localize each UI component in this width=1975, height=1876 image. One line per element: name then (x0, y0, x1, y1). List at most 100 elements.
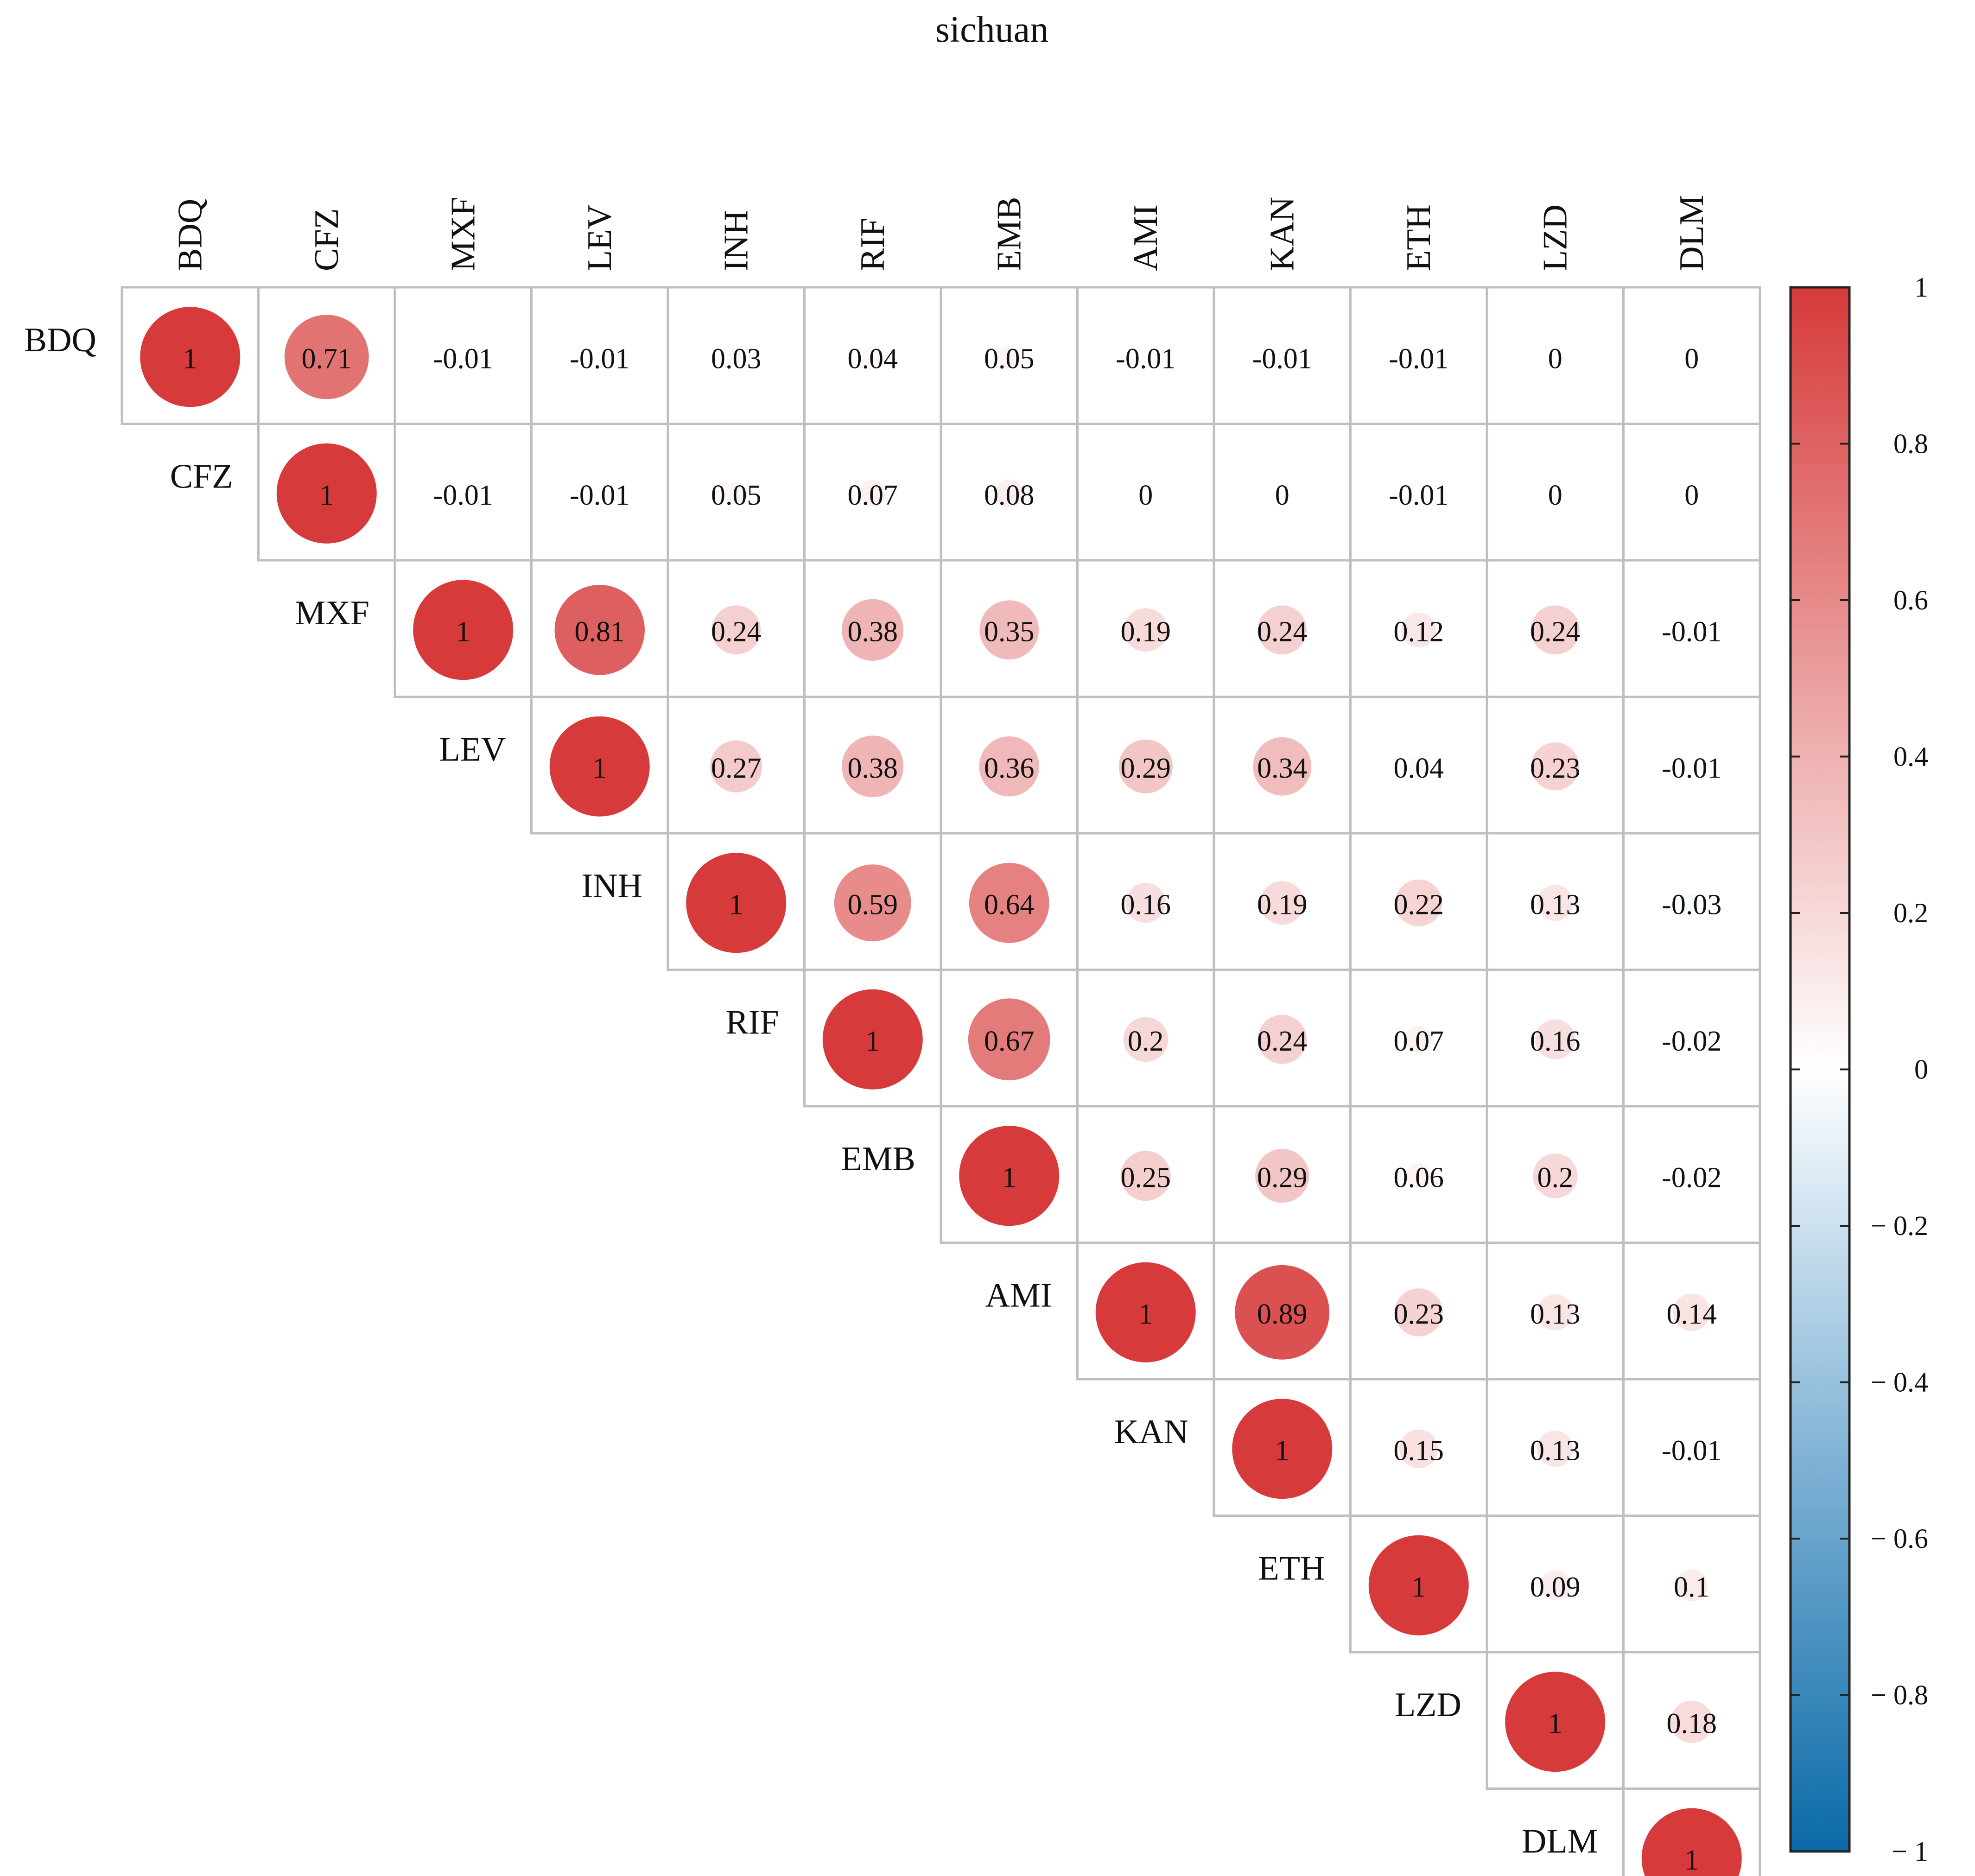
value-label-rif-ami: 0.2 (1128, 1026, 1164, 1057)
value-label-mxf-lev: 0.81 (575, 616, 625, 647)
value-label-eth-dlm: 0.1 (1674, 1572, 1710, 1603)
circle-kan-lzd (1537, 1431, 1574, 1467)
circle-bdq-emb (998, 346, 1021, 368)
circle-emb-lzd (1532, 1153, 1578, 1198)
value-label-rif-lzd: 0.16 (1530, 1026, 1581, 1057)
column-label-cfz: CFZ (308, 208, 346, 271)
circle-cfz-mxf (458, 488, 469, 499)
value-label-mxf-ami: 0.19 (1121, 616, 1171, 647)
value-label-bdq-mxf: -0.01 (433, 343, 493, 374)
circle-bdq-rif (863, 347, 883, 367)
value-label-kan-lzd: 0.13 (1530, 1435, 1581, 1466)
value-label-cfz-lzd: 0 (1548, 480, 1562, 511)
column-label-eth: ETH (1400, 204, 1438, 271)
circle-cfz-inh (725, 482, 748, 505)
value-label-bdq-inh: 0.03 (711, 343, 762, 374)
value-label-lev-dlm: -0.01 (1662, 753, 1721, 784)
circle-lev-kan (1253, 737, 1312, 796)
value-label-cfz-rif: 0.07 (848, 480, 898, 511)
value-label-emb-emb: 1 (1002, 1162, 1016, 1193)
value-label-ami-dlm: 0.14 (1667, 1299, 1717, 1330)
value-label-lzd-dlm: 0.18 (1667, 1708, 1717, 1739)
circle-lev-emb (979, 736, 1040, 797)
circle-rif-ami (1123, 1017, 1168, 1062)
circle-lev-rif (842, 735, 904, 798)
value-label-rif-rif: 1 (865, 1026, 880, 1057)
legend-tick-label: − 0.4 (1871, 1367, 1928, 1398)
circle-lev-lev (549, 716, 650, 817)
circle-rif-kan (1257, 1014, 1307, 1064)
value-label-rif-dlm: -0.02 (1662, 1026, 1721, 1057)
circle-emb-ami (1120, 1151, 1171, 1201)
value-label-eth-eth: 1 (1411, 1572, 1426, 1603)
value-label-kan-eth: 0.15 (1394, 1435, 1444, 1466)
value-label-lev-lzd: 0.23 (1530, 753, 1581, 784)
column-label-bdq: BDQ (171, 199, 209, 271)
circle-bdq-lev (594, 352, 605, 362)
value-label-inh-rif: 0.59 (848, 889, 898, 920)
column-label-lzd: LZD (1536, 204, 1574, 271)
row-label-kan: KAN (1114, 1413, 1188, 1451)
value-label-lev-kan: 0.34 (1257, 753, 1308, 784)
circle-bdq-ami (1140, 352, 1151, 362)
value-label-cfz-mxf: -0.01 (433, 480, 493, 511)
circle-cfz-lev (594, 488, 605, 499)
value-label-inh-dlm: -0.03 (1662, 889, 1721, 920)
circle-cfz-emb (995, 479, 1023, 508)
row-label-dlm: DLM (1522, 1823, 1598, 1861)
value-label-ami-lzd: 0.13 (1530, 1299, 1581, 1330)
column-label-kan: KAN (1263, 197, 1301, 271)
value-label-inh-inh: 1 (729, 889, 743, 920)
circle-inh-rif (834, 864, 911, 942)
circle-eth-lzd (1540, 1570, 1570, 1601)
value-label-cfz-cfz: 1 (319, 480, 334, 511)
value-label-bdq-rif: 0.04 (848, 343, 898, 374)
value-label-kan-dlm: -0.01 (1662, 1435, 1721, 1466)
value-label-lzd-lzd: 1 (1548, 1708, 1562, 1739)
circle-ami-kan (1235, 1265, 1330, 1360)
value-label-emb-kan: 0.29 (1257, 1162, 1308, 1193)
value-label-inh-kan: 0.19 (1257, 889, 1308, 920)
circle-lev-ami (1118, 739, 1173, 793)
value-label-lev-lev: 1 (592, 753, 607, 784)
column-label-emb: EMB (990, 197, 1028, 271)
circle-mxf-rif (842, 599, 904, 661)
legend-bar (1789, 286, 1851, 1853)
value-label-emb-eth: 0.06 (1394, 1162, 1444, 1193)
value-label-mxf-eth: 0.12 (1394, 616, 1444, 647)
value-label-ami-kan: 0.89 (1257, 1299, 1308, 1330)
circle-ami-ami (1095, 1262, 1196, 1363)
value-label-cfz-emb: 0.08 (984, 480, 1035, 511)
row-label-emb: EMB (841, 1140, 915, 1178)
value-label-lev-rif: 0.38 (848, 753, 898, 784)
circle-eth-dlm (1676, 1569, 1708, 1601)
value-label-dlm-dlm: 1 (1684, 1844, 1699, 1876)
circle-ami-lzd (1537, 1294, 1574, 1331)
circle-mxf-eth (1401, 612, 1436, 647)
column-label-ami: AMI (1127, 204, 1165, 271)
circle-mxf-ami (1124, 608, 1168, 652)
value-label-ami-ami: 1 (1138, 1299, 1153, 1330)
circle-bdq-inh (727, 348, 745, 366)
legend-tick-label: 0 (1914, 1054, 1928, 1085)
circle-mxf-dlm (1686, 625, 1697, 635)
circle-lev-inh (710, 740, 762, 792)
circle-inh-ami (1125, 883, 1166, 923)
circle-mxf-emb (979, 600, 1039, 660)
circle-bdq-cfz (284, 315, 369, 399)
circle-mxf-lev (554, 585, 645, 675)
row-label-lzd: LZD (1395, 1686, 1461, 1724)
circle-kan-dlm (1686, 1444, 1697, 1454)
value-label-mxf-mxf: 1 (456, 616, 470, 647)
value-label-cfz-dlm: 0 (1684, 480, 1699, 511)
value-label-kan-kan: 1 (1275, 1435, 1289, 1466)
value-label-bdq-lzd: 0 (1548, 343, 1562, 374)
circle-emb-kan (1255, 1149, 1309, 1203)
circle-inh-eth (1395, 879, 1442, 926)
circle-mxf-inh (711, 605, 761, 655)
row-label-mxf: MXF (295, 594, 369, 632)
value-label-emb-ami: 0.25 (1121, 1162, 1171, 1193)
value-label-eth-lzd: 0.09 (1530, 1572, 1581, 1603)
value-label-mxf-lzd: 0.24 (1530, 616, 1581, 647)
row-label-bdq: BDQ (24, 321, 96, 359)
